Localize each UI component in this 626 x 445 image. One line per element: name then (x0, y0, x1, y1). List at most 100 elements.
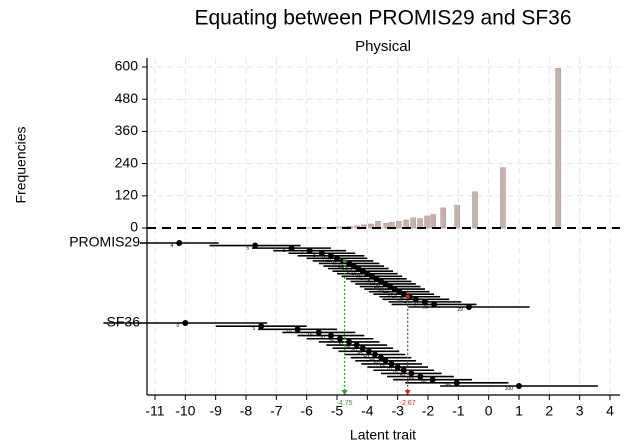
point (368, 273, 375, 280)
equating-point (342, 258, 347, 263)
bar (417, 218, 423, 229)
equating-label: -2.67 (400, 400, 416, 407)
point (382, 357, 389, 364)
x-tick-label: -7 (270, 403, 283, 419)
point (391, 286, 398, 293)
score-label: 29 (457, 307, 463, 313)
point (346, 260, 353, 267)
x-tick-label: 2 (545, 403, 553, 419)
point (182, 320, 189, 326)
point (377, 354, 384, 361)
point (176, 240, 183, 246)
x-tick-label: 0 (485, 403, 493, 419)
x-tick-label: 3 (576, 403, 584, 419)
point (334, 255, 340, 262)
y-tick-label: 240 (115, 154, 139, 170)
score-label: 100 (505, 386, 514, 392)
bar (368, 223, 374, 229)
point (400, 291, 407, 298)
y-tick-label: 480 (115, 90, 139, 106)
bar (555, 68, 561, 229)
chart-subtitle: Physical (355, 38, 411, 55)
marks: 4567891011121314151617181920212223242526… (103, 68, 598, 395)
y-tick-label: 600 (115, 58, 139, 74)
x-tick-label: -8 (240, 403, 253, 419)
point (359, 345, 366, 352)
y-tick-label: 360 (115, 122, 139, 138)
bar (500, 167, 506, 229)
point (306, 247, 313, 254)
score-label: 5 (252, 326, 255, 332)
point (337, 335, 344, 342)
x-tick-label: -2 (422, 403, 435, 419)
point (465, 304, 472, 310)
bar (383, 222, 389, 229)
point (417, 373, 424, 380)
point (288, 245, 295, 252)
equating-arrow (404, 390, 411, 395)
x-tick-label: -3 (391, 403, 404, 419)
point (294, 326, 301, 333)
category-label: PROMIS29 (69, 234, 140, 250)
x-tick-label: -6 (300, 403, 313, 419)
x-tick-label: -10 (175, 403, 195, 419)
y-axis-label: Frequencies (13, 126, 29, 203)
point (421, 298, 428, 305)
bar (424, 215, 430, 229)
x-tick-label: -4 (361, 403, 374, 419)
point (350, 263, 357, 270)
equating-label: -4.75 (337, 400, 353, 407)
point (371, 351, 378, 358)
bar (410, 217, 416, 229)
point (359, 268, 366, 275)
equating-point (405, 294, 410, 299)
point (377, 278, 384, 285)
y-tick-label: 120 (115, 187, 139, 203)
point (394, 364, 401, 371)
point (388, 360, 395, 367)
point (365, 348, 372, 355)
point (318, 250, 325, 257)
point (400, 367, 407, 374)
point (396, 288, 403, 295)
point (355, 265, 362, 272)
bar (403, 219, 409, 229)
bar (430, 214, 436, 229)
point (516, 383, 522, 389)
x-axis-label: Latent trait (350, 427, 416, 443)
point (373, 275, 380, 282)
point (353, 342, 360, 349)
point (412, 296, 419, 303)
point (258, 323, 265, 330)
bar (396, 221, 402, 229)
point (327, 252, 334, 259)
point (252, 242, 259, 249)
bar (454, 204, 460, 229)
x-tick-label: -11 (145, 403, 164, 419)
point (429, 376, 436, 383)
x-tick-label: -5 (331, 403, 344, 419)
point (315, 329, 322, 336)
score-label: 4 (170, 243, 173, 249)
point (364, 270, 371, 277)
point (382, 280, 389, 287)
point (346, 338, 353, 345)
point (453, 379, 460, 386)
x-tick-label: 1 (515, 403, 523, 419)
point (431, 301, 438, 308)
x-tick-label: -9 (209, 403, 222, 419)
bar (472, 191, 478, 229)
bar (375, 221, 381, 229)
point (387, 283, 394, 290)
score-label: 0 (177, 323, 180, 329)
point (408, 370, 415, 377)
bar (440, 207, 446, 229)
y-tick-label: 0 (130, 219, 138, 235)
category-label: SF36 (107, 314, 141, 330)
chart-title: Equating between PROMIS29 and SF36 (194, 7, 571, 30)
x-tick-label: -1 (452, 403, 465, 419)
score-label: 5 (246, 245, 249, 251)
x-tick-label: 4 (606, 403, 614, 419)
equating-arrow (341, 390, 348, 395)
